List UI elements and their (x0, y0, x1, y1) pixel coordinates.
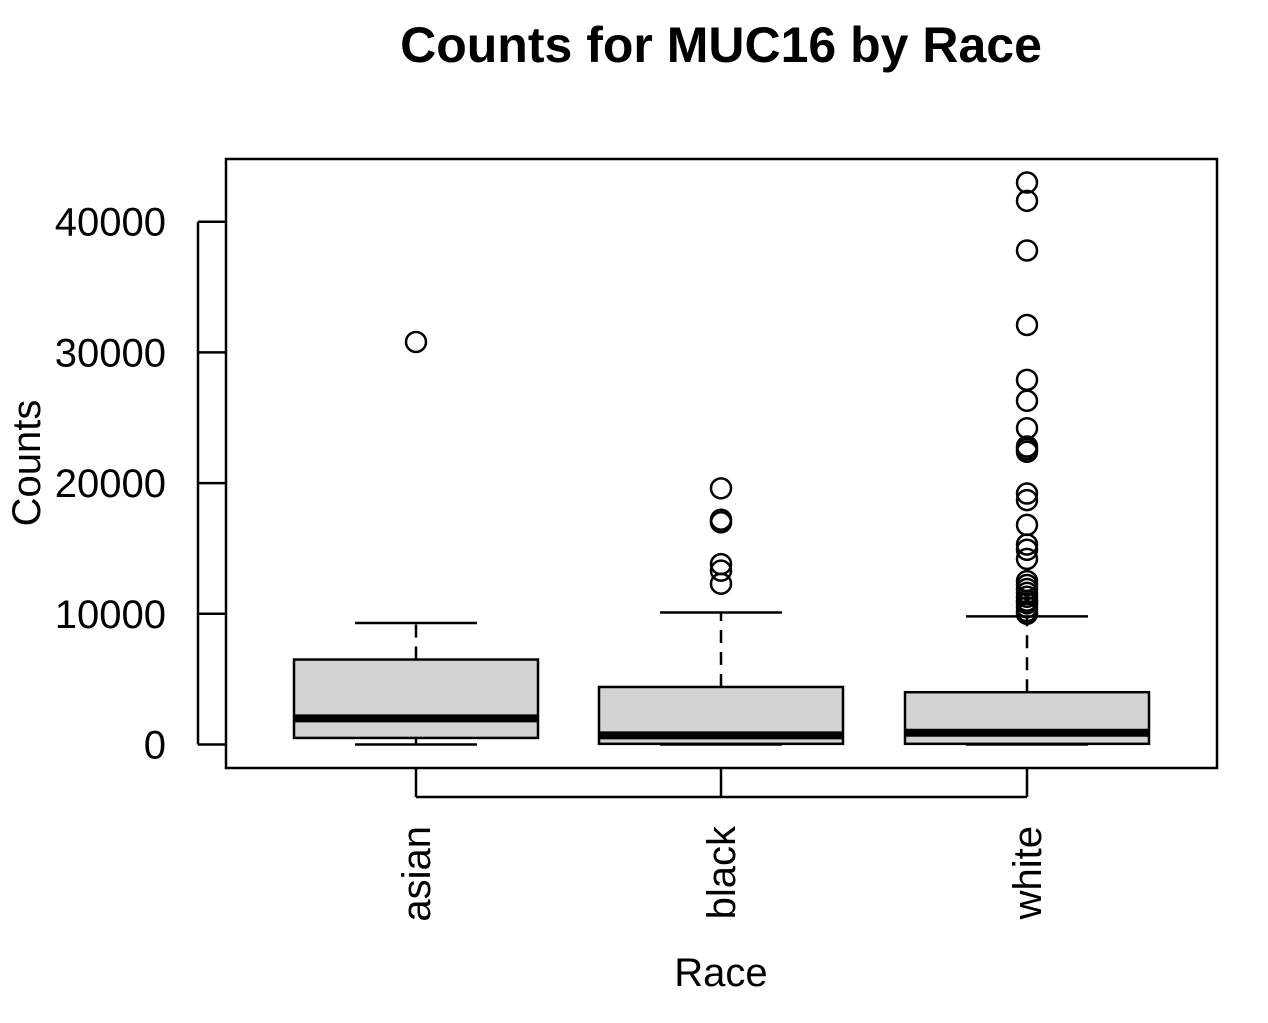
outlier-point (709, 552, 733, 576)
y-tick-label: 30000 (55, 331, 166, 375)
x-axis: asian black white (395, 768, 1050, 922)
y-tick-label: 10000 (55, 593, 166, 637)
outlier-point (404, 330, 428, 354)
outlier-point (1015, 547, 1039, 571)
outlier-point (709, 477, 733, 500)
box-group-asian (292, 330, 540, 746)
outlier-point (1015, 389, 1039, 413)
y-tick-label: 20000 (55, 462, 166, 506)
boxes-layer (292, 171, 1151, 746)
outlier-point (1015, 533, 1039, 556)
outlier-point (1015, 435, 1039, 458)
y-tick-label: 0 (144, 723, 166, 767)
x-axis-label: Race (674, 951, 767, 995)
x-tick-label: black (700, 825, 744, 919)
outlier-point (709, 508, 733, 531)
outlier-point (1015, 569, 1039, 593)
box-group-black (597, 477, 845, 746)
outlier-point (1015, 171, 1039, 194)
outlier-point (709, 559, 733, 582)
chart-title: Counts for MUC16 by Race (400, 17, 1042, 73)
y-axis-label: Counts (5, 400, 49, 527)
outlier-point (1015, 482, 1039, 505)
outlier-point (1015, 368, 1039, 392)
outlier-point (1015, 488, 1039, 512)
outlier-point (1015, 189, 1039, 213)
box-group-white (903, 171, 1151, 746)
iqr-box (292, 658, 540, 740)
outlier-point (1015, 239, 1039, 262)
outlier-point (1015, 513, 1039, 537)
x-tick-label: white (1006, 826, 1050, 920)
x-tick-label: asian (395, 826, 439, 922)
y-tick-label: 40000 (55, 201, 166, 245)
outlier-point (1015, 313, 1039, 337)
outlier-point (1015, 538, 1039, 562)
outlier-point (1015, 416, 1039, 440)
y-axis: 0 10000 20000 30000 40000 (55, 201, 226, 767)
